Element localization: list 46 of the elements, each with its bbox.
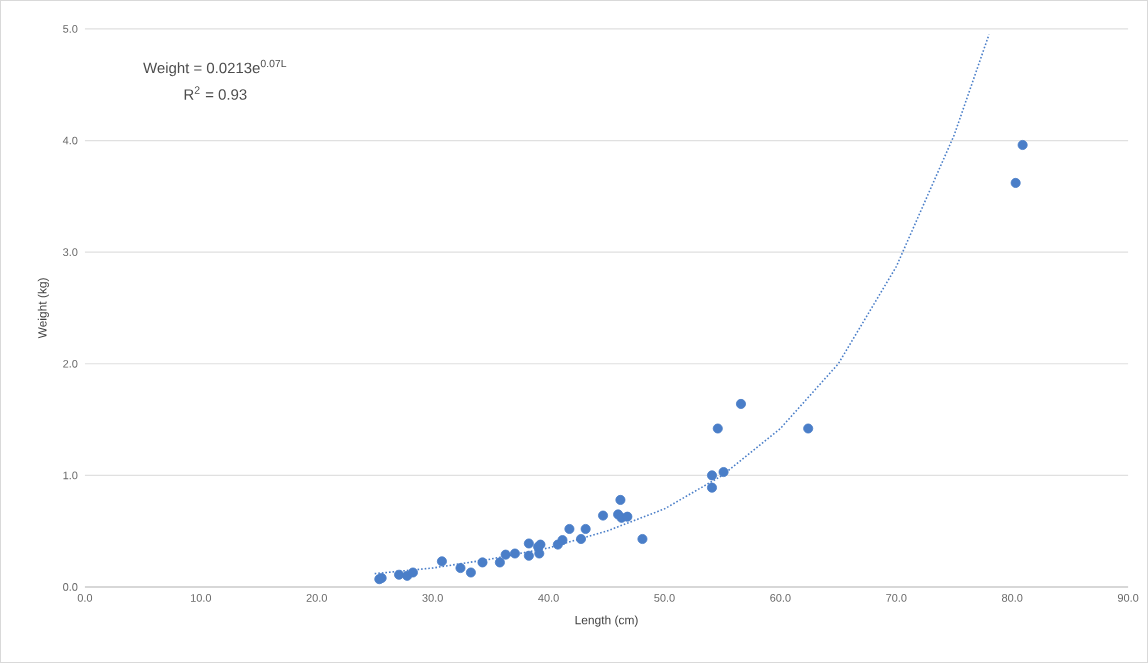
x-tick-label: 80.0	[1002, 594, 1023, 602]
x-tick-label: 90.0	[1117, 594, 1139, 602]
point	[557, 535, 568, 546]
x-tick-label: 60.0	[770, 594, 791, 602]
y-tick-label: 3.0	[63, 248, 78, 257]
y-tick-label: 2.0	[63, 359, 78, 368]
point	[637, 534, 648, 545]
point	[509, 548, 520, 559]
y-tick-label: 1.0	[63, 471, 78, 480]
point	[523, 538, 534, 549]
x-tick-label: 0.0	[77, 594, 93, 602]
point	[455, 563, 466, 574]
point	[707, 470, 717, 481]
x-tick-label: 40.0	[538, 594, 559, 602]
x-tick-label: 30.0	[422, 594, 443, 602]
annotation: Weight = 0.0213e$^{0.07L}$	[143, 59, 287, 77]
point	[707, 482, 717, 493]
point	[615, 494, 626, 505]
x-tick-label: 20.0	[306, 594, 327, 602]
x-tick-label: 10.0	[191, 594, 212, 602]
y-tick-label: 5.0	[63, 25, 78, 33]
point	[494, 557, 505, 568]
y-axis-title: Weight (kg)	[37, 278, 49, 339]
point	[598, 510, 609, 521]
y-tick-label: 0.0	[63, 583, 78, 591]
point	[576, 534, 586, 545]
point	[564, 524, 575, 534]
point	[1017, 140, 1028, 151]
point	[523, 550, 534, 561]
point	[580, 524, 591, 534]
point	[735, 398, 746, 409]
point	[465, 567, 476, 578]
point	[622, 511, 633, 522]
annotation: R$^{2}$ = 0.93	[184, 86, 247, 100]
x-axis-title: Length (cm)	[575, 615, 638, 627]
y-tick-label: 4.0	[62, 136, 78, 145]
point	[718, 467, 729, 478]
point	[1010, 177, 1021, 188]
point	[477, 557, 488, 568]
point	[407, 567, 418, 578]
point	[712, 423, 723, 434]
x-tick-label: 70.0	[886, 594, 907, 602]
point	[436, 556, 447, 567]
point	[803, 423, 814, 434]
point	[500, 549, 511, 560]
x-tick-label: 50.0	[654, 594, 675, 602]
